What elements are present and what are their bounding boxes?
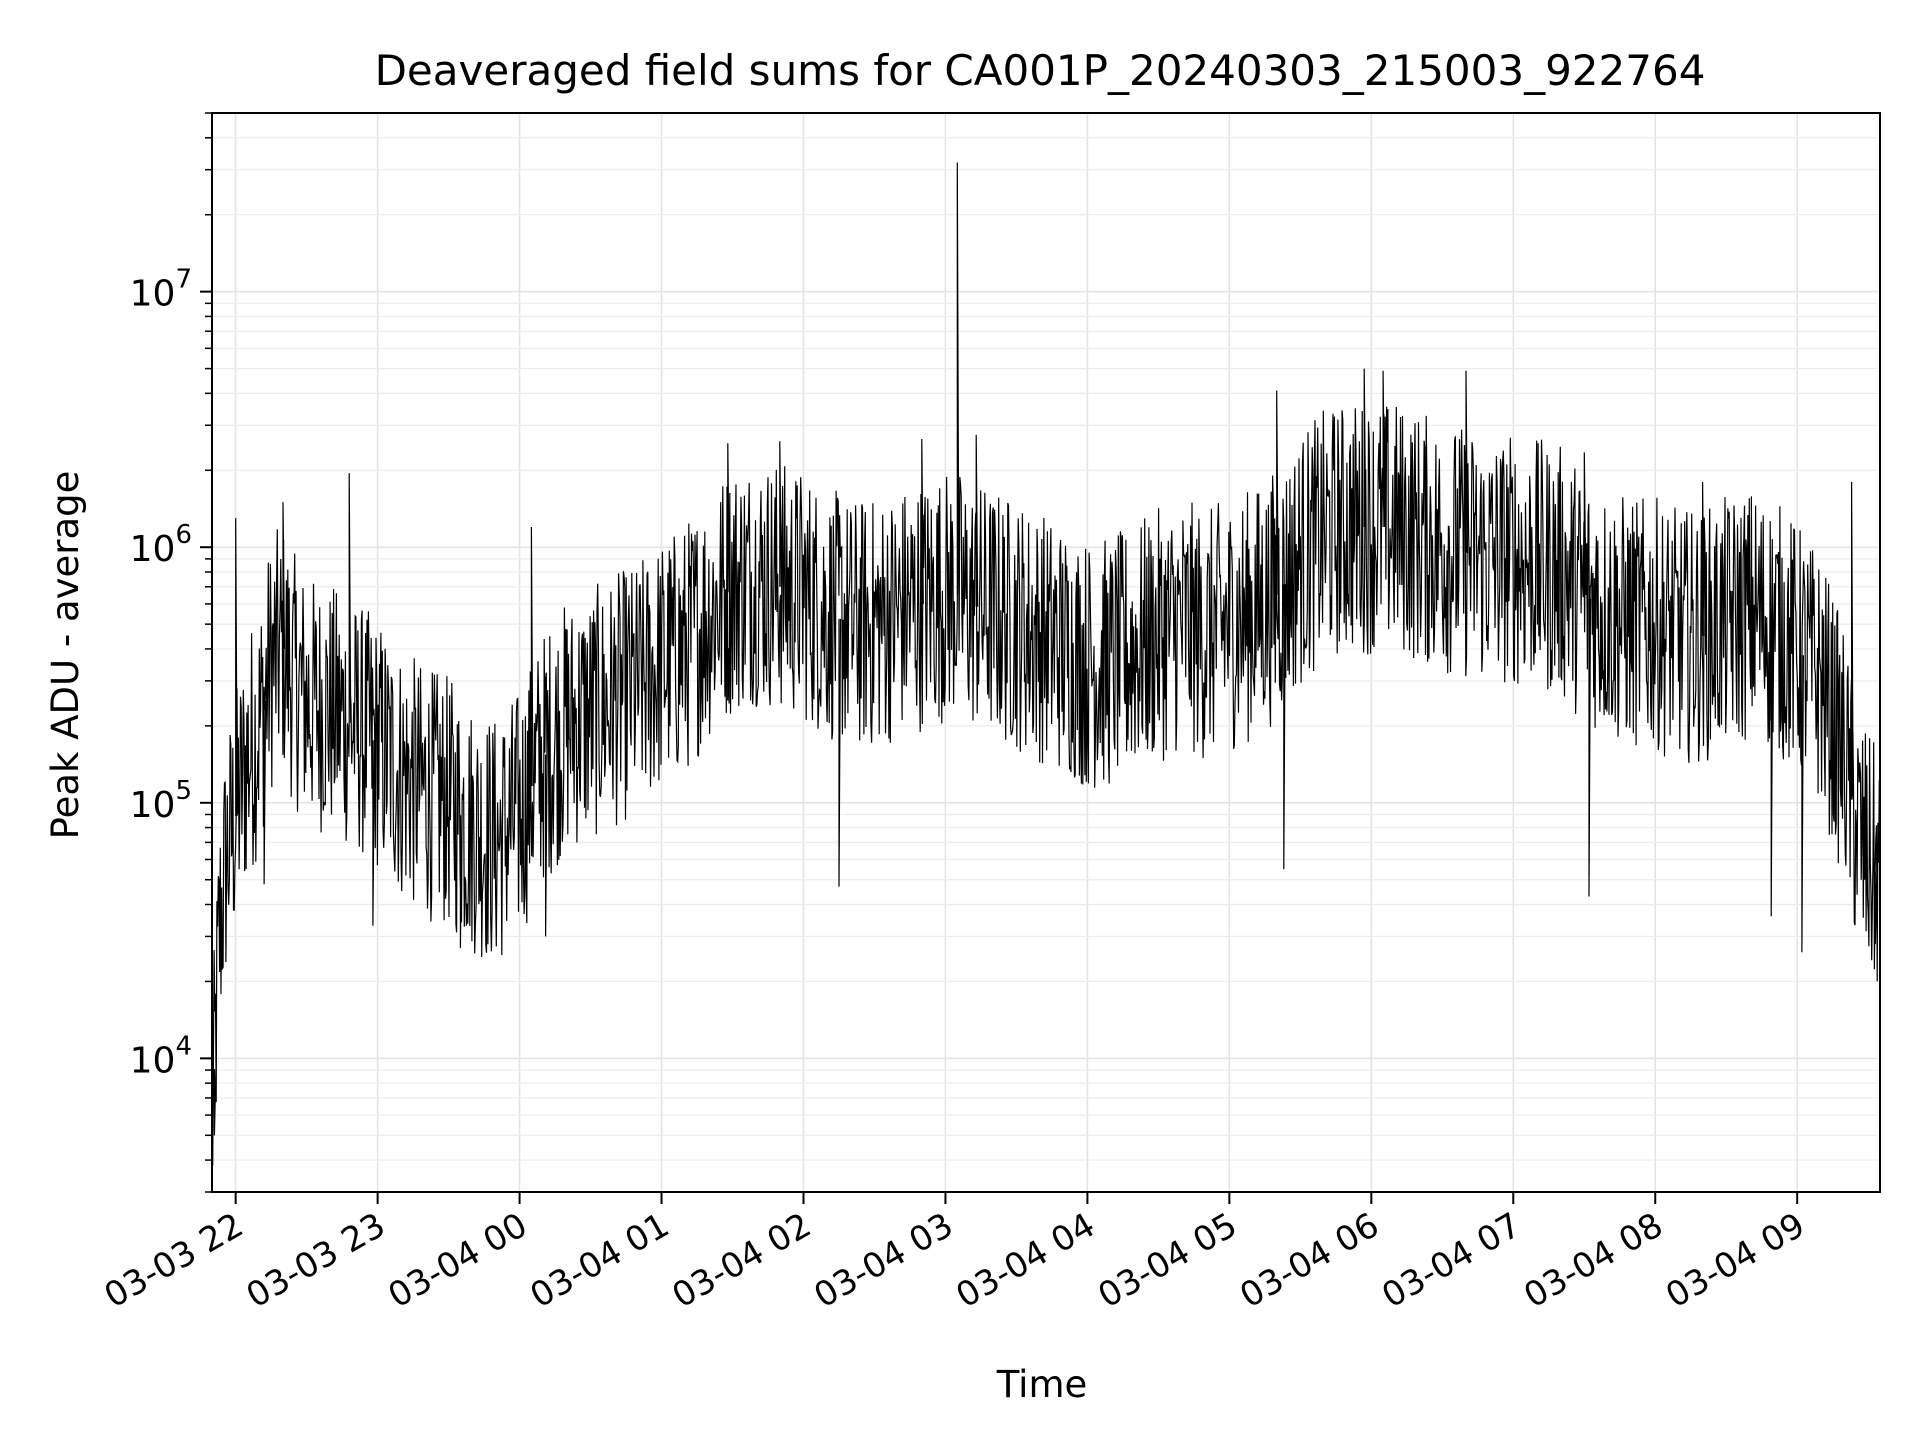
- series-line: [211, 162, 1881, 1166]
- x-tick-label: 03-03 22: [98, 1205, 250, 1316]
- y-tick-exponent: 4: [175, 1031, 192, 1061]
- y-tick-label: 105: [130, 776, 192, 826]
- y-tick-exponent: 6: [175, 520, 192, 550]
- y-tick-label: 104: [130, 1031, 192, 1081]
- y-tick-base: 10: [130, 529, 176, 570]
- x-tick-label: 03-04 07: [1375, 1205, 1527, 1316]
- y-tick-exponent: 7: [175, 265, 192, 295]
- plot-frame: [211, 112, 1881, 1193]
- y-tick-base: 10: [130, 1040, 176, 1081]
- x-tick-label: 03-04 06: [1233, 1205, 1385, 1316]
- y-tick-label: 106: [130, 520, 192, 570]
- x-tick-label: 03-04 02: [666, 1205, 818, 1316]
- y-tick-label: 107: [130, 265, 192, 315]
- x-tick-label: 03-04 00: [382, 1205, 534, 1316]
- x-tick-label: 03-03 23: [240, 1205, 392, 1316]
- y-tick-base: 10: [130, 274, 176, 315]
- x-tick-label: 03-04 08: [1517, 1205, 1669, 1316]
- y-tick-exponent: 5: [175, 776, 192, 806]
- y-tick-base: 10: [130, 785, 176, 826]
- x-tick-label: 03-04 05: [1091, 1205, 1243, 1316]
- x-axis-label: Time: [996, 1363, 1088, 1406]
- series-layer: [211, 162, 1881, 1166]
- y-axis-label: Peak ADU - average: [44, 471, 87, 840]
- x-tick-label: 03-04 04: [950, 1205, 1102, 1316]
- x-tick-label: 03-04 01: [524, 1205, 676, 1316]
- grid-layer: [212, 112, 1880, 1193]
- chart-title: Deaveraged field sums for CA001P_2024030…: [375, 46, 1706, 95]
- x-tick-label: 03-04 09: [1659, 1205, 1811, 1316]
- x-tick-label: 03-04 03: [808, 1205, 960, 1316]
